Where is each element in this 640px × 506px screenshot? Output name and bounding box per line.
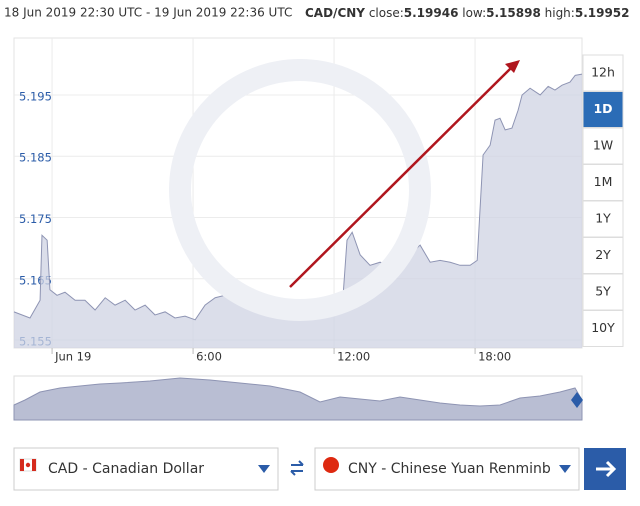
flag-cn [323, 457, 339, 473]
flag-leaf [25, 462, 31, 468]
range-button[interactable] [582, 91, 624, 128]
high: 5.19952 [575, 6, 630, 20]
x-tick-label: 18:00 [478, 350, 511, 364]
area-fill [14, 74, 582, 349]
range-button[interactable] [582, 200, 624, 238]
range-label: 1Y [595, 211, 611, 226]
x-tick-label: 12:00 [337, 350, 370, 364]
low-label: low: [462, 6, 486, 20]
range-button[interactable] [582, 54, 624, 92]
from-currency: CAD - Canadian Dollar [48, 461, 204, 477]
to-currency: CNY - Chinese Yuan Renminb [348, 461, 551, 477]
range-label: 1D [593, 101, 612, 116]
x-tick-label: 6:00 [196, 350, 222, 364]
range-label: 1M [594, 174, 613, 189]
low: 5.15898 [486, 6, 541, 20]
swap-icon[interactable] [290, 460, 304, 476]
range-label: 12h [591, 65, 615, 80]
caret [559, 465, 571, 473]
range-button[interactable] [582, 127, 624, 165]
flag-part [20, 459, 24, 471]
navigator-series [13, 377, 583, 421]
range-button[interactable] [582, 310, 624, 347]
annotation-arrow [289, 66, 513, 288]
close-label: close: [369, 6, 404, 20]
range-label: 1W [593, 138, 613, 153]
range-button[interactable] [582, 273, 624, 311]
arrow-icon [596, 460, 617, 478]
x-tick-label: Jun 19 [54, 350, 91, 364]
y-tick-label: 5.195 [19, 89, 52, 103]
watermark [169, 59, 431, 321]
range-label: 10Y [591, 320, 615, 335]
y-tick-label: 5.175 [19, 212, 52, 226]
rate-summary: CAD/CNY close:5.19946 low:5.15898 high:5… [305, 6, 630, 20]
range-label: 2Y [595, 247, 611, 262]
navigator-handle[interactable] [571, 392, 583, 408]
close: 5.19946 [404, 6, 459, 20]
caret [258, 465, 270, 473]
flag-part [32, 459, 36, 471]
range-button[interactable] [582, 164, 624, 201]
from-select[interactable] [13, 447, 279, 491]
date-range: 18 Jun 2019 22:30 UTC - 19 Jun 2019 22:3… [4, 6, 292, 20]
range-label: 5Y [595, 284, 611, 299]
range-buttons: 12h 1D 1W 1M 1Y 2Y 5Y 10Y [582, 54, 624, 347]
pair: CAD/CNY [305, 6, 365, 20]
y-tick-label: 5.185 [19, 151, 52, 165]
to-select[interactable] [314, 447, 580, 491]
high-label: high: [545, 6, 575, 20]
arrow-head [505, 60, 520, 73]
